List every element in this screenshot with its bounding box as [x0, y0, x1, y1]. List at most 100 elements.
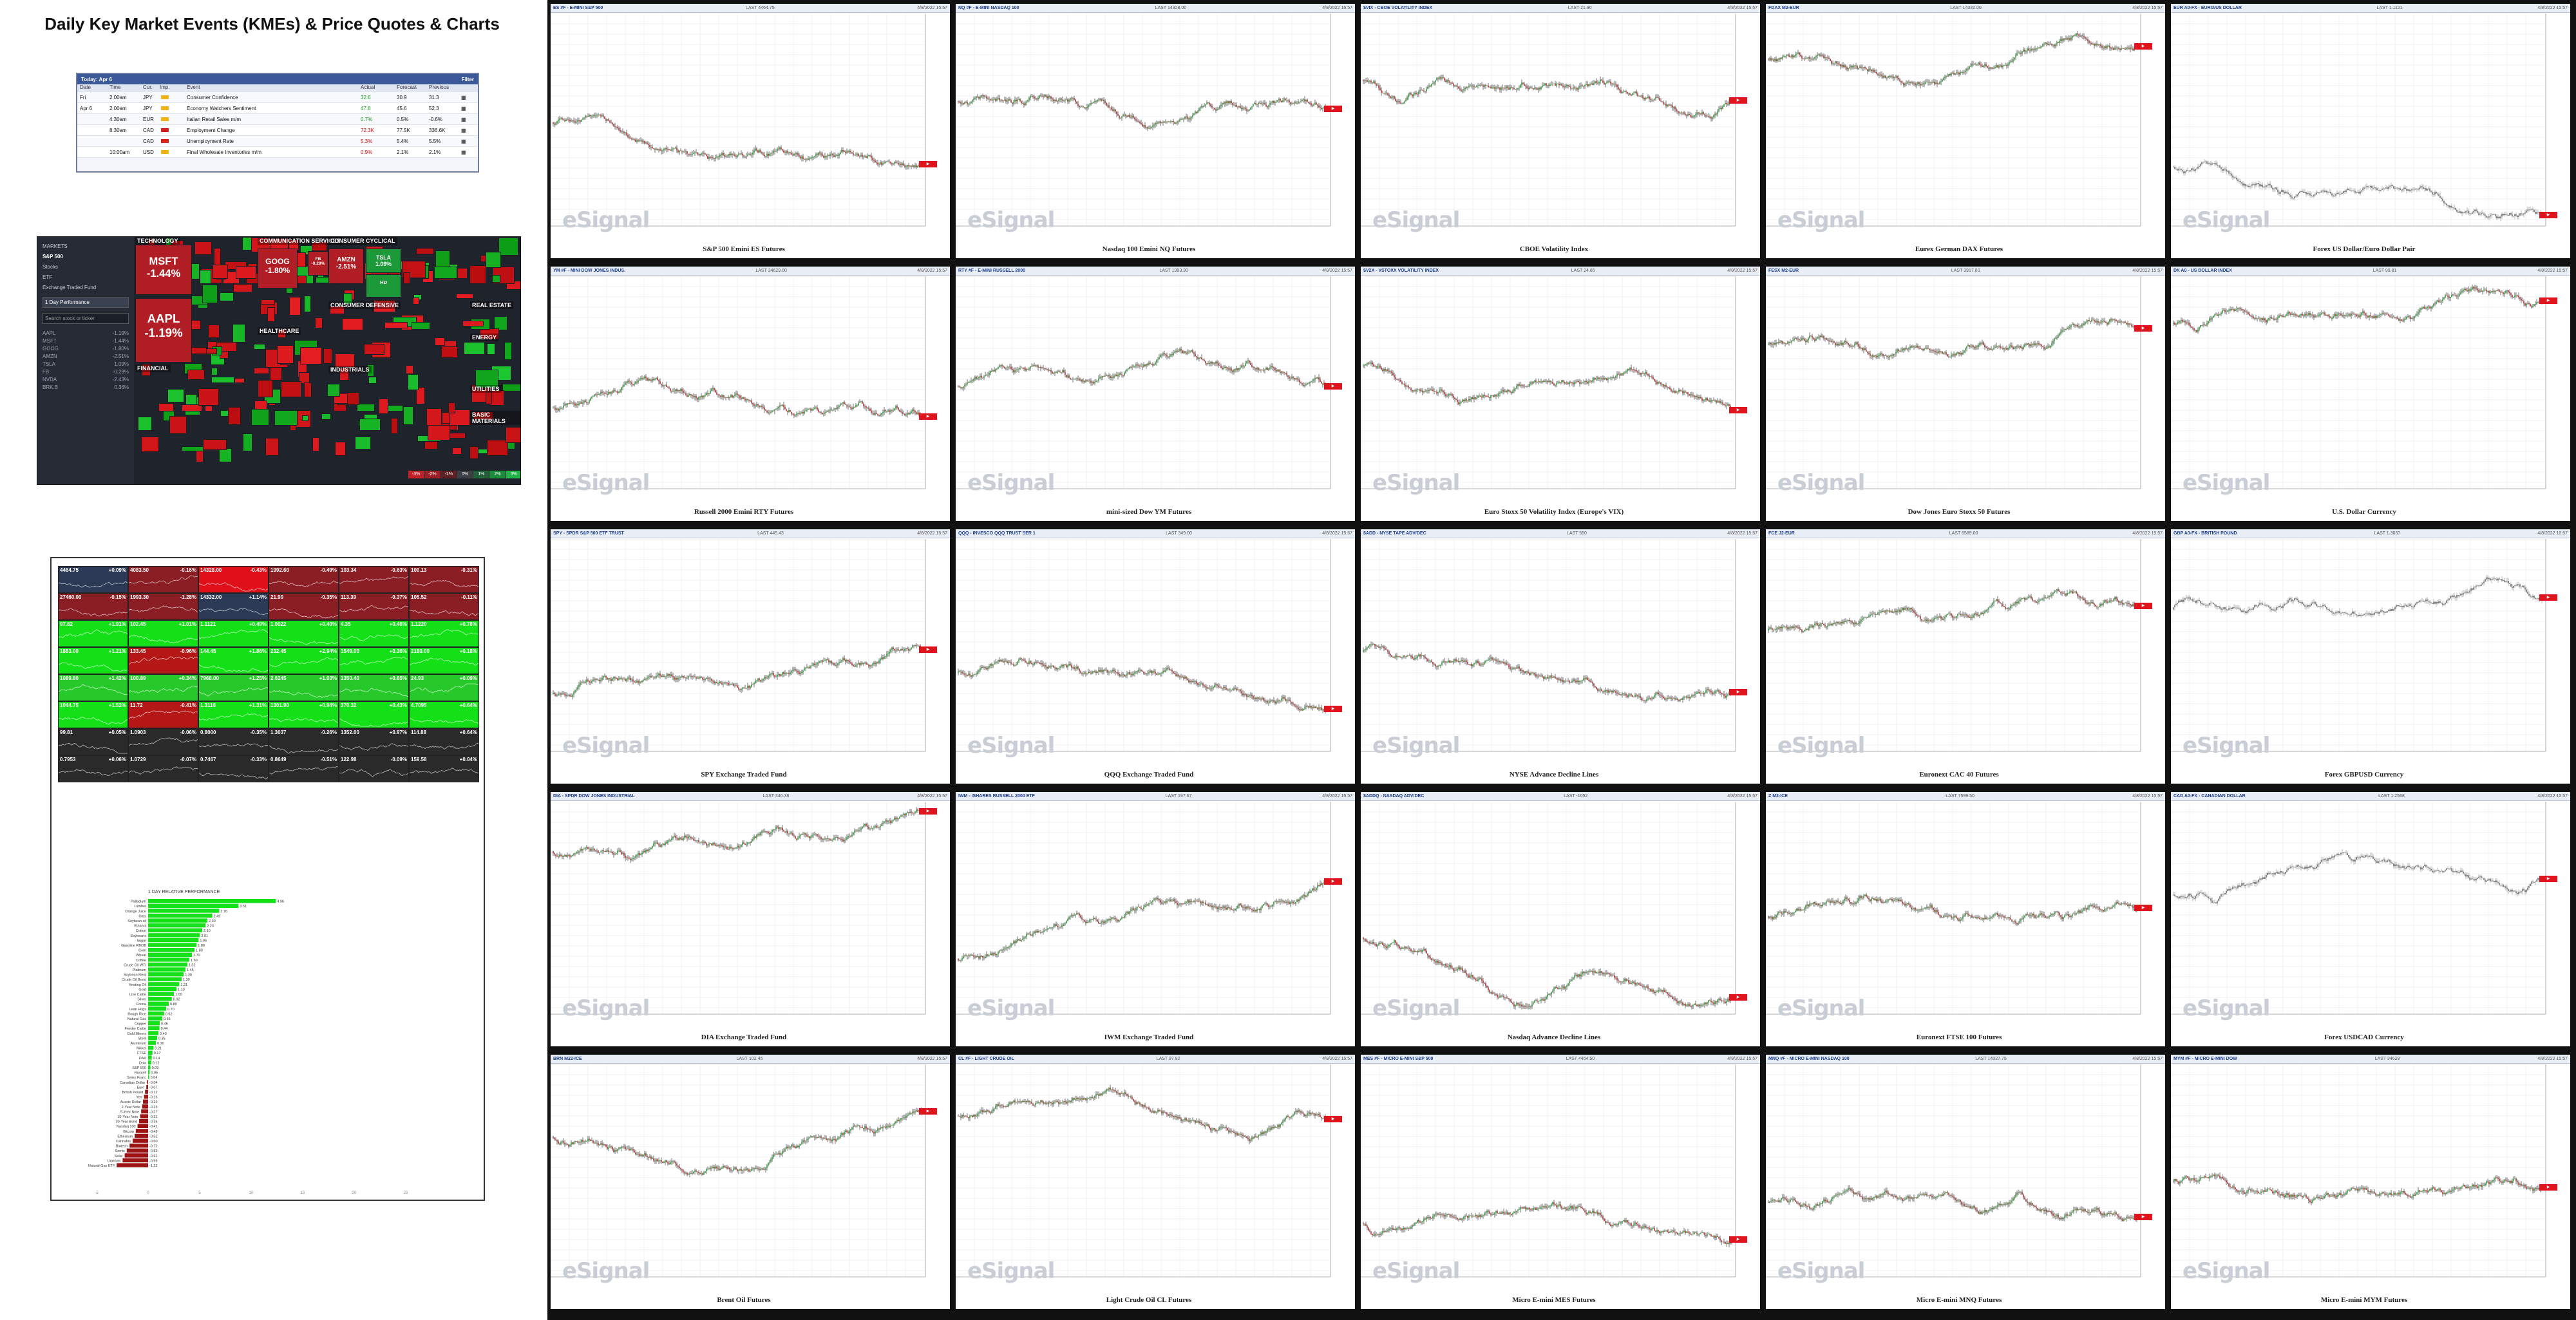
heatmap-tile[interactable] [251, 409, 269, 426]
heatmap-tile[interactable] [312, 241, 327, 251]
calendar-event-row[interactable]: 4:30am EUR Italian Retail Sales m/m 0.7% 0.5… [77, 114, 478, 125]
heatmap-tile[interactable] [198, 388, 219, 406]
heatmap-tile[interactable] [494, 316, 507, 330]
quote-cell[interactable]: 232.45 +2.94% [269, 647, 339, 674]
quote-cell[interactable]: 2180.00 +0.18% [409, 647, 479, 674]
calendar-filter-button[interactable]: Filter [461, 76, 474, 82]
heatmap-tile-msft[interactable]: MSFT -1.44% [135, 245, 192, 295]
quote-cell[interactable]: 27460.00 -0.15% [58, 593, 128, 620]
sidebar-ticker-row[interactable]: BRK.B 0.36% [43, 384, 129, 392]
sidebar-ticker-row[interactable]: TSLA 1.09% [43, 361, 129, 369]
heatmap-tile[interactable] [214, 248, 221, 267]
heatmap-tile[interactable] [254, 344, 265, 350]
heatmap-tile[interactable] [232, 324, 245, 343]
quote-cell[interactable]: 0.7467 -0.33% [198, 755, 269, 782]
quote-cell[interactable]: 1.0729 -0.07% [128, 755, 198, 782]
heatmap-tile[interactable] [243, 433, 252, 451]
heatmap-tile[interactable] [185, 394, 197, 405]
heatmap-tile[interactable] [169, 416, 187, 434]
heatmap-tile[interactable] [391, 418, 398, 434]
calendar-event-row[interactable]: 10:00am USD Final Wholesale Inventories m/… [77, 147, 478, 158]
sidebar-item[interactable]: S&P 500 [43, 254, 63, 259]
heatmap-tile[interactable] [406, 365, 413, 374]
heatmap-tile[interactable] [236, 266, 256, 279]
heatmap-tile[interactable] [416, 387, 425, 404]
chart-plot[interactable] [956, 14, 1355, 239]
heatmap-tile[interactable] [342, 318, 363, 330]
heatmap-tile[interactable] [428, 425, 450, 440]
heatmap-tile[interactable] [254, 368, 269, 374]
price-chart[interactable]: RTY #F - E-MINI RUSSELL 2000 LAST 1993.30… [956, 267, 1355, 521]
quote-cell[interactable]: 1992.60 -0.49% [269, 566, 339, 593]
quote-cell[interactable]: 370.32 +0.43% [339, 701, 409, 728]
quote-cell[interactable]: 114.88 +0.64% [409, 728, 479, 755]
sidebar-ticker-row[interactable]: AAPL -1.19% [43, 330, 129, 338]
heatmap-tile[interactable] [424, 441, 438, 449]
heatmap-tile[interactable] [258, 380, 273, 397]
heatmap-tile[interactable] [234, 378, 245, 383]
heatmap-tile[interactable] [359, 419, 381, 431]
quote-cell[interactable]: 1044.75 +1.52% [58, 701, 128, 728]
quote-cell[interactable]: 4083.50 -0.16% [128, 566, 198, 593]
heatmap-tile-aapl[interactable]: AAPL -1.19% [135, 298, 192, 363]
heatmap-tile[interactable] [213, 265, 228, 279]
heatmap-tile[interactable] [473, 411, 493, 420]
quote-cell[interactable]: 100.13 -0.31% [409, 566, 479, 593]
heatmap-tile[interactable] [416, 248, 434, 254]
graph-icon[interactable]: ▦ [461, 105, 466, 111]
quote-cell[interactable]: 99.81 +0.05% [58, 728, 128, 755]
heatmap-tile[interactable] [202, 285, 218, 303]
heatmap-tile[interactable] [403, 406, 413, 425]
sidebar-item[interactable]: MARKETS [43, 243, 68, 249]
heatmap-tile[interactable] [304, 382, 312, 397]
quote-cell[interactable]: 102.45 +1.01% [128, 620, 198, 647]
quote-cell[interactable]: 4.35 +0.46% [339, 620, 409, 647]
quote-cell[interactable]: 4.7095 +0.64% [409, 701, 479, 728]
heatmap-tile[interactable] [321, 413, 331, 420]
heatmap-tile[interactable] [462, 321, 484, 326]
heatmap-tile[interactable] [408, 374, 419, 390]
heatmap-tile[interactable] [487, 343, 495, 355]
heatmap-tile[interactable] [167, 389, 184, 402]
calendar-event-row[interactable]: Fri 2:00am JPY Consumer Confidence 32.6 30.9 3… [77, 92, 478, 103]
quote-cell[interactable]: 133.45 -0.96% [128, 647, 198, 674]
calendar-event-row[interactable]: CAD Unemployment Rate 5.3% 5.4% 5.5% ▦ [77, 136, 478, 147]
heatmap-tile[interactable] [141, 437, 159, 452]
heatmap-tile[interactable] [374, 300, 395, 312]
heatmap-tile[interactable] [335, 354, 355, 368]
heatmap-tile[interactable] [208, 325, 220, 338]
graph-icon[interactable]: ▦ [461, 116, 466, 122]
quote-cell[interactable]: 0.7953 +0.06% [58, 755, 128, 782]
heatmap-tile[interactable] [504, 342, 512, 360]
chart-plot[interactable] [956, 276, 1355, 502]
sidebar-ticker-row[interactable]: MSFT -1.44% [43, 338, 129, 346]
quote-cell[interactable]: 24.93 +0.09% [409, 674, 479, 701]
price-chart[interactable]: $VIX - CBOE VOLATILITY INDEX LAST 21.90 4/… [1361, 4, 1760, 258]
heatmap-tile[interactable] [450, 410, 470, 426]
sidebar-item[interactable]: Exchange Traded Fund [43, 285, 97, 290]
quote-cell[interactable]: 113.39 -0.37% [339, 593, 409, 620]
quote-cell[interactable]: 11.72 -0.41% [128, 701, 198, 728]
quote-cell[interactable]: 1.0022 +0.40% [269, 620, 339, 647]
heatmap-tile[interactable] [506, 427, 520, 443]
quote-cell[interactable]: 159.58 +0.04% [409, 755, 479, 782]
calendar-event-row[interactable]: 8:30am CAD Employment Change 72.3K 77.5K 336.… [77, 125, 478, 136]
price-chart[interactable]: YM #F - MINI DOW JONES INDUS. LAST 34629.… [551, 267, 950, 521]
quote-cell[interactable]: 1089.80 +1.42% [58, 674, 128, 701]
sidebar-ticker-row[interactable]: GOOG -1.80% [43, 346, 129, 354]
chart-plot[interactable] [1361, 14, 1760, 239]
heatmap-tile[interactable] [343, 293, 352, 305]
heatmap-tile[interactable] [426, 408, 442, 426]
sidebar-ticker-row[interactable]: AMZN -2.51% [43, 354, 129, 361]
timeframe-select[interactable]: 1 Day Performance [43, 297, 129, 308]
heatmap-tile[interactable] [323, 348, 332, 364]
heatmap-tile[interactable] [194, 241, 212, 255]
heatmap-tile-amzn[interactable]: AMZN -2.51% [328, 249, 364, 284]
heatmap-tile[interactable] [330, 306, 345, 314]
heatmap-tile[interactable] [274, 410, 298, 426]
heatmap-tile-hd[interactable]: HD [366, 274, 401, 297]
heatmap-tile[interactable] [206, 348, 217, 354]
heatmap-tile[interactable] [233, 284, 252, 292]
heatmap-tile[interactable] [300, 347, 322, 364]
quote-cell[interactable]: 1993.30 -1.28% [128, 593, 198, 620]
